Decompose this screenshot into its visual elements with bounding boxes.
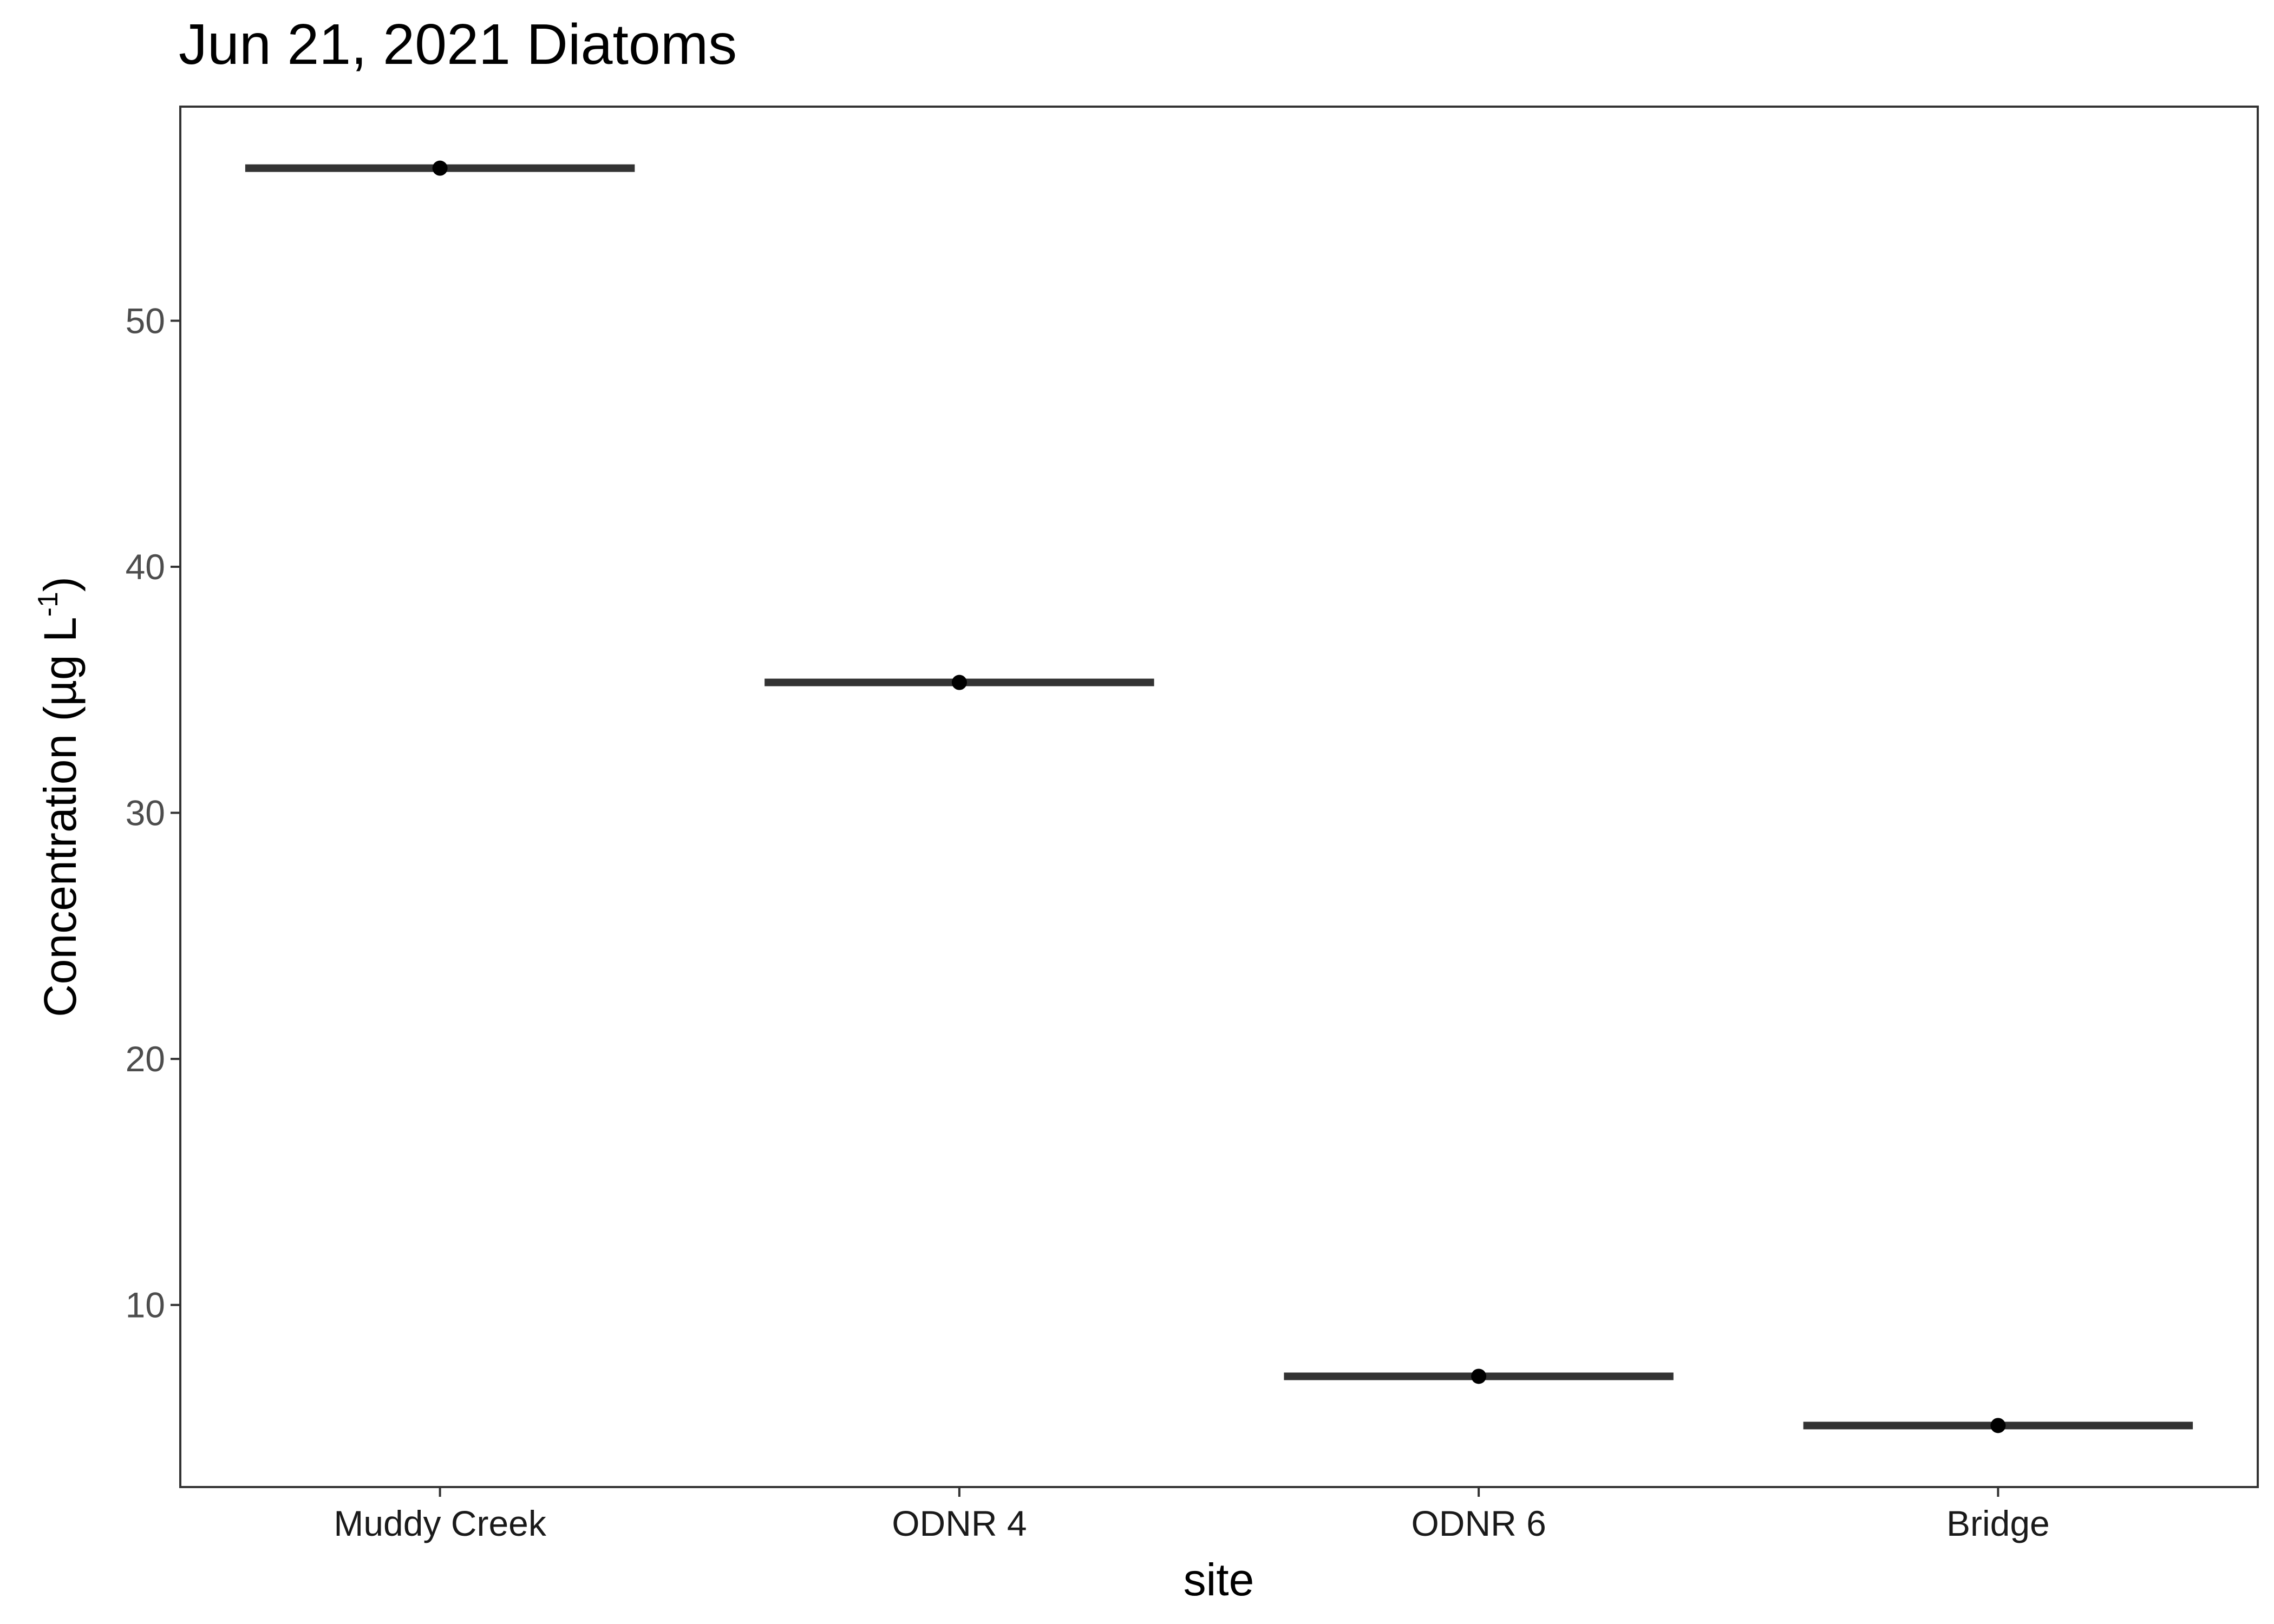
x-tick-label: ODNR 4 [892,1503,1027,1543]
x-tick-label: Bridge [1946,1503,2050,1543]
y-tick-label: 40 [126,547,165,587]
y-tick-label: 10 [126,1285,165,1325]
panel-border [179,106,2259,1488]
data-point [1990,1418,2006,1433]
y-axis-title-main: Concentration (µg L [35,617,86,1017]
data-point [1471,1368,1487,1384]
x-tick-label: ODNR 6 [1411,1503,1546,1543]
y-axis-title-suffix: ) [35,577,86,592]
x-axis-title: site [1184,1554,1254,1605]
y-axis: 10 20 30 40 50 [126,300,180,1325]
data-point [951,675,967,690]
chart-title: Jun 21, 2021 Diatoms [179,12,737,76]
x-axis: Muddy Creek ODNR 4 ODNR 6 Bridge [334,1487,2050,1543]
y-tick-label: 50 [126,300,165,340]
y-axis-title: Concentration (µg L-1) [32,577,86,1017]
data-point [432,160,448,176]
y-tick-label: 30 [126,793,165,833]
y-tick-label: 20 [126,1039,165,1079]
y-axis-title-superscript: -1 [32,592,64,617]
x-tick-label: Muddy Creek [334,1503,546,1543]
data-marks [245,160,2193,1433]
